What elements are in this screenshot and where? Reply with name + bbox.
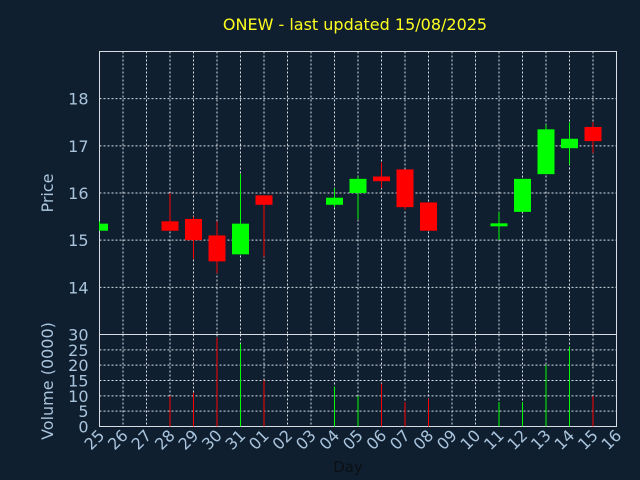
candle — [349, 176, 367, 219]
candle — [185, 216, 202, 260]
candle — [490, 211, 508, 241]
candle — [396, 169, 414, 210]
candle-body — [208, 235, 226, 262]
candle — [537, 124, 555, 175]
volume-tick-label: 5 — [78, 402, 88, 421]
x-axis-label: Day — [333, 458, 363, 476]
volume-tick-label: 15 — [68, 372, 88, 391]
candle-body — [396, 169, 414, 208]
candle-body — [255, 195, 273, 205]
price-tick-label: 14 — [68, 278, 88, 297]
candle — [420, 202, 437, 231]
candle — [99, 221, 108, 231]
volume-tick-label: 20 — [68, 356, 88, 375]
candle — [326, 188, 343, 208]
price-tick-label: 17 — [68, 137, 88, 156]
price-tick-label: 18 — [68, 90, 88, 109]
candle-body — [420, 202, 437, 231]
candle — [255, 195, 273, 257]
candle — [161, 193, 179, 231]
price-axis-label: Price — [38, 173, 57, 212]
x-tick-label: 16 — [597, 426, 625, 454]
candle — [232, 174, 249, 255]
candle-body — [373, 176, 390, 182]
candle — [584, 122, 602, 153]
candle-body — [99, 223, 108, 231]
candle-body — [326, 197, 343, 205]
candle-body — [232, 223, 249, 255]
price-tick-label: 16 — [68, 184, 88, 203]
candle — [514, 178, 531, 212]
volume-tick-label: 0 — [78, 418, 88, 437]
candle-body — [490, 223, 508, 227]
candle-body — [185, 218, 202, 241]
candle-body — [561, 138, 578, 149]
volume-tick-label: 25 — [68, 341, 88, 360]
volume-tick-label: 10 — [68, 387, 88, 406]
price-tick-label: 15 — [68, 231, 88, 250]
volume-tick-label: 30 — [68, 326, 88, 345]
candle-body — [349, 178, 367, 193]
candle-body — [514, 178, 531, 212]
candle — [373, 162, 390, 189]
chart-title: ONEW - last updated 15/08/2025 — [223, 15, 487, 34]
volume-axis-label: Volume (0000) — [38, 322, 57, 440]
candle-body — [537, 129, 555, 175]
candle-body — [161, 221, 179, 231]
candle-body — [584, 126, 602, 142]
candle — [208, 221, 226, 274]
candle — [561, 122, 578, 165]
